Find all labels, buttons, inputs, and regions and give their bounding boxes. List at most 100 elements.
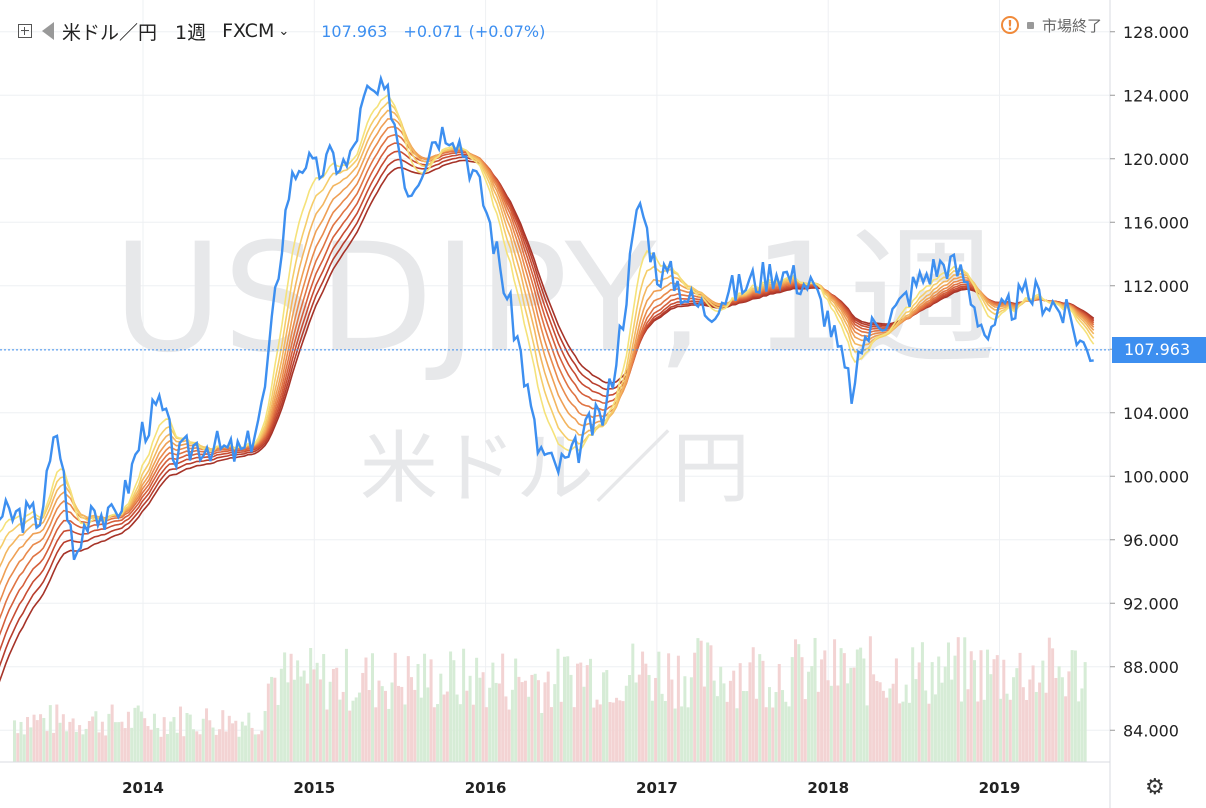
volume-bar — [175, 732, 179, 762]
y-tick-label: 112.000 — [1123, 277, 1189, 296]
volume-bar — [231, 723, 235, 762]
ribbon-line — [0, 125, 1095, 603]
volume-bar — [81, 734, 85, 762]
volume-bar — [582, 686, 586, 762]
volume-bar — [84, 728, 88, 762]
volume-bar — [829, 685, 833, 762]
volume-bar — [618, 700, 622, 762]
volume-bar — [413, 689, 417, 762]
volume-bar — [663, 701, 667, 762]
volume-bar — [351, 700, 355, 762]
volume-bar — [615, 697, 619, 762]
volume-bar — [491, 662, 495, 762]
volume-bar — [139, 711, 143, 762]
volume-bar — [696, 638, 700, 762]
volume-bar — [689, 677, 693, 762]
volume-bar — [1057, 666, 1061, 762]
flag-icon[interactable] — [42, 22, 54, 40]
volume-bar — [224, 731, 228, 762]
volume-bar — [182, 736, 186, 762]
chevron-down-icon[interactable]: ⌄ — [278, 23, 290, 39]
volume-bar — [575, 663, 579, 762]
volume-bar — [924, 690, 928, 762]
y-tick-label: 92.000 — [1123, 594, 1179, 613]
volume-bar — [250, 727, 254, 762]
volume-bar — [19, 721, 23, 762]
volume-bar — [178, 706, 182, 762]
volume-bar — [956, 637, 960, 762]
volume-bar — [497, 683, 501, 762]
volume-bar — [227, 715, 231, 762]
volume-bar — [302, 670, 306, 762]
volume-bar — [162, 717, 166, 762]
market-status: ! 市場終了 — [1000, 10, 1102, 40]
volume-bar — [959, 701, 963, 762]
warning-icon[interactable]: ! — [1000, 16, 1019, 34]
volume-bar — [973, 660, 977, 762]
volume-bar — [813, 637, 817, 762]
volume-bar — [536, 680, 540, 762]
interval-label[interactable]: 1週 — [175, 21, 207, 44]
ribbon-line — [0, 109, 1095, 568]
volume-bar — [774, 692, 778, 762]
volume-bar — [208, 720, 212, 762]
volume-bar — [872, 674, 876, 762]
volume-bar — [520, 682, 524, 762]
volume-bar — [855, 649, 859, 762]
volume-bar — [816, 691, 820, 762]
volume-bar — [445, 691, 449, 762]
volume-bar — [1077, 701, 1081, 762]
volume-bar — [911, 647, 915, 762]
volume-bar — [644, 663, 648, 762]
volume-bar — [146, 726, 150, 762]
source-label[interactable]: FXCM — [222, 20, 275, 42]
volume-bar — [214, 734, 218, 762]
symbol-name[interactable]: 米ドル／円 — [62, 21, 158, 44]
volume-bar — [484, 707, 488, 762]
volume-bar — [205, 708, 209, 762]
volume-bar — [237, 736, 241, 762]
volume-bar — [91, 716, 95, 762]
volume-bar — [97, 732, 101, 762]
volume-bar — [894, 658, 898, 762]
volume-bar — [647, 674, 651, 762]
volume-bar — [305, 683, 309, 762]
watermark-symbol: USDJPY, 1週 — [113, 212, 997, 386]
add-symbol-icon[interactable] — [18, 24, 32, 38]
volume-bar — [263, 711, 267, 762]
ribbon-line — [0, 101, 1095, 550]
volume-bar — [423, 653, 427, 762]
volume-bar — [165, 734, 169, 762]
volume-bar — [1070, 650, 1074, 762]
volume-bar — [784, 701, 788, 762]
settings-icon[interactable]: ⚙ — [1145, 775, 1165, 800]
volume-bar — [195, 731, 199, 762]
volume-bar — [390, 682, 394, 762]
volume-bar — [807, 671, 811, 762]
volume-bar — [904, 684, 908, 762]
volume-bar — [999, 698, 1003, 762]
volume-bar — [898, 703, 902, 762]
volume-bar — [1044, 692, 1048, 762]
volume-bar — [628, 674, 632, 762]
volume-bar — [380, 686, 384, 762]
volume-bar — [670, 679, 674, 762]
volume-bar — [52, 732, 56, 762]
volume-bar — [660, 693, 664, 762]
volume-bar — [45, 731, 49, 762]
volume-bar — [986, 649, 990, 762]
volume-bar — [823, 650, 827, 762]
volume-bar — [325, 709, 329, 762]
volume-bar — [667, 653, 671, 762]
volume-bar — [540, 712, 544, 762]
volume-bar — [712, 680, 716, 762]
volume-bar — [253, 734, 257, 762]
volume-bar — [1025, 699, 1029, 762]
volume-bar — [699, 640, 703, 762]
volume-bar — [458, 704, 462, 762]
volume-bar — [16, 733, 20, 762]
y-tick-label: 104.000 — [1123, 404, 1189, 423]
volume-bar — [992, 659, 996, 762]
status-dot-icon — [1026, 21, 1034, 29]
